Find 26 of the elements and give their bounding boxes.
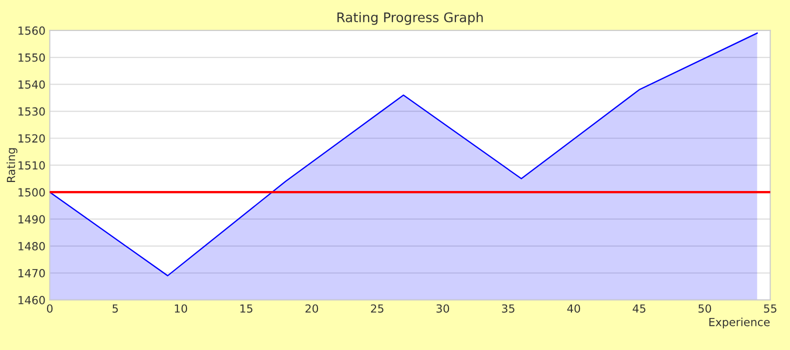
x-tick-label: 0 [46,304,53,313]
x-tick-label: 20 [306,304,318,313]
x-tick-label: 25 [371,304,384,313]
x-axis-title: Experience [709,318,770,328]
chart-title: Rating Progress Graph [337,12,483,25]
x-tick-label: 45 [632,304,646,313]
y-tick-label: 1460 [18,296,45,304]
x-tick-label: 40 [567,304,580,313]
x-tick-label: 5 [112,304,118,313]
y-tick-label: 1510 [18,161,45,170]
x-tick-label: 10 [174,304,188,313]
y-tick-label: 1560 [18,26,45,35]
y-axis-title: Rating [6,148,18,182]
y-tick-label: 1520 [18,134,45,143]
y-tick-label: 1470 [18,268,45,278]
y-tick-label: 1530 [18,107,45,116]
y-tick-label: 1550 [18,53,45,62]
y-tick-label: 1480 [18,242,45,250]
x-tick-label: 15 [240,304,252,313]
x-tick-label: 55 [764,304,776,313]
x-tick-label: 50 [698,304,712,313]
y-tick-label: 1540 [18,80,45,89]
y-tick-label: 1500 [18,188,45,197]
x-tick-label: 35 [502,304,514,313]
x-tick-label: 30 [436,304,450,313]
y-tick-label: 1490 [18,215,45,224]
